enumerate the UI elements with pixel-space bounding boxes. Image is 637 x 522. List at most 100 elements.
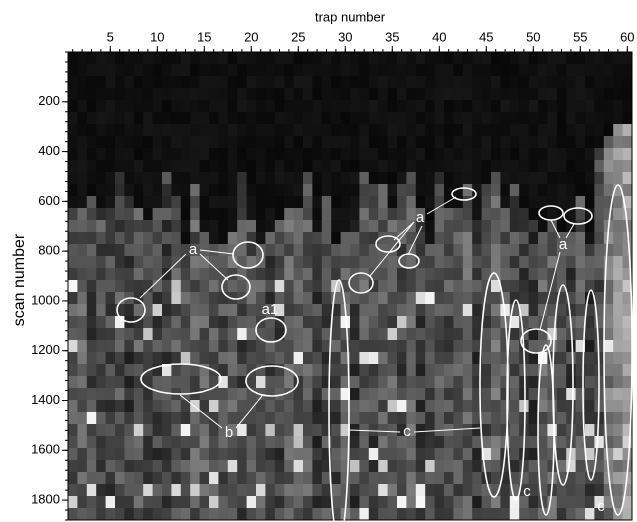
image-cell — [547, 208, 558, 221]
image-cell — [434, 508, 445, 521]
image-cell — [105, 100, 116, 113]
image-cell — [547, 52, 558, 65]
image-cell — [481, 460, 492, 473]
image-cell — [218, 184, 229, 197]
image-cell — [462, 340, 473, 353]
image-cell — [246, 496, 257, 509]
image-cell — [481, 448, 492, 461]
image-cell — [556, 352, 567, 365]
image-cell — [491, 376, 501, 389]
image-cell — [603, 292, 614, 305]
image-cell — [237, 424, 248, 437]
image-cell — [209, 508, 219, 521]
image-cell — [124, 232, 135, 245]
image-cell — [359, 400, 370, 413]
image-cell — [603, 388, 614, 401]
image-cell — [143, 496, 154, 509]
image-cell — [500, 304, 511, 317]
image-cell — [199, 328, 210, 341]
image-cell — [77, 208, 88, 221]
image-cell — [265, 496, 276, 509]
image-cell — [340, 112, 351, 125]
image-cell — [613, 448, 624, 461]
image-cell — [115, 328, 125, 341]
image-cell — [340, 448, 351, 461]
image-cell — [528, 316, 539, 329]
image-cell — [105, 52, 116, 65]
image-cell — [406, 232, 417, 245]
image-cell — [115, 496, 125, 509]
image-cell — [462, 124, 473, 137]
image-cell — [209, 280, 219, 293]
image-cell — [321, 124, 332, 137]
image-cell — [246, 400, 257, 413]
image-cell — [472, 412, 483, 425]
image-cell — [265, 412, 276, 425]
image-cell — [509, 148, 520, 161]
image-cell — [115, 364, 125, 377]
plot-frame — [67, 51, 633, 521]
image-cell — [312, 160, 323, 173]
image-cell — [190, 160, 201, 173]
image-cell — [350, 256, 360, 269]
y-tick-label: 800 — [38, 243, 60, 258]
image-cell — [500, 76, 511, 89]
image-cell — [227, 268, 238, 281]
image-cell — [209, 340, 219, 353]
image-cell — [303, 88, 313, 101]
image-cell — [105, 244, 116, 257]
image-cell — [246, 280, 257, 293]
image-cell — [500, 424, 511, 437]
image-cell — [227, 232, 238, 245]
image-cell — [133, 436, 144, 449]
image-cell — [594, 496, 605, 509]
image-cell — [500, 256, 511, 269]
image-cell — [105, 400, 116, 413]
image-cell — [218, 268, 229, 281]
image-cell — [472, 76, 483, 89]
image-cell — [303, 148, 313, 161]
image-cell — [491, 124, 501, 137]
image-cell — [265, 112, 276, 125]
image-cell — [566, 292, 577, 305]
image-cell — [96, 412, 107, 425]
image-cell — [556, 88, 567, 101]
image-cell — [331, 136, 342, 149]
image-cell — [152, 112, 163, 125]
image-cell — [425, 76, 436, 89]
image-cell — [303, 268, 313, 281]
image-cell — [368, 88, 379, 101]
image-cell — [133, 352, 144, 365]
image-cell — [425, 364, 436, 377]
image-cell — [246, 112, 257, 125]
x-tick-label: 55 — [573, 29, 587, 44]
image-cell — [387, 220, 398, 233]
image-cell — [96, 508, 107, 521]
image-cell — [481, 352, 492, 365]
image-cell — [528, 112, 539, 125]
image-cell — [491, 328, 501, 341]
image-cell — [86, 280, 97, 293]
image-cell — [575, 508, 586, 521]
image-cell — [190, 244, 201, 257]
image-cell — [397, 208, 407, 221]
image-cell — [190, 268, 201, 281]
image-cell — [246, 304, 257, 317]
image-cell — [528, 436, 539, 449]
image-cell — [124, 328, 135, 341]
image-cell — [406, 388, 417, 401]
image-cell — [387, 340, 398, 353]
image-cell — [227, 172, 238, 185]
image-cell — [575, 424, 586, 437]
image-cell — [509, 76, 520, 89]
image-cell — [368, 316, 379, 329]
image-cell — [415, 412, 426, 425]
image-cell — [321, 352, 332, 365]
image-cell — [237, 364, 248, 377]
image-cell — [218, 52, 229, 65]
image-cell — [613, 376, 624, 389]
image-cell — [603, 232, 614, 245]
image-cell — [444, 280, 454, 293]
image-cell — [453, 184, 464, 197]
image-cell — [321, 160, 332, 173]
